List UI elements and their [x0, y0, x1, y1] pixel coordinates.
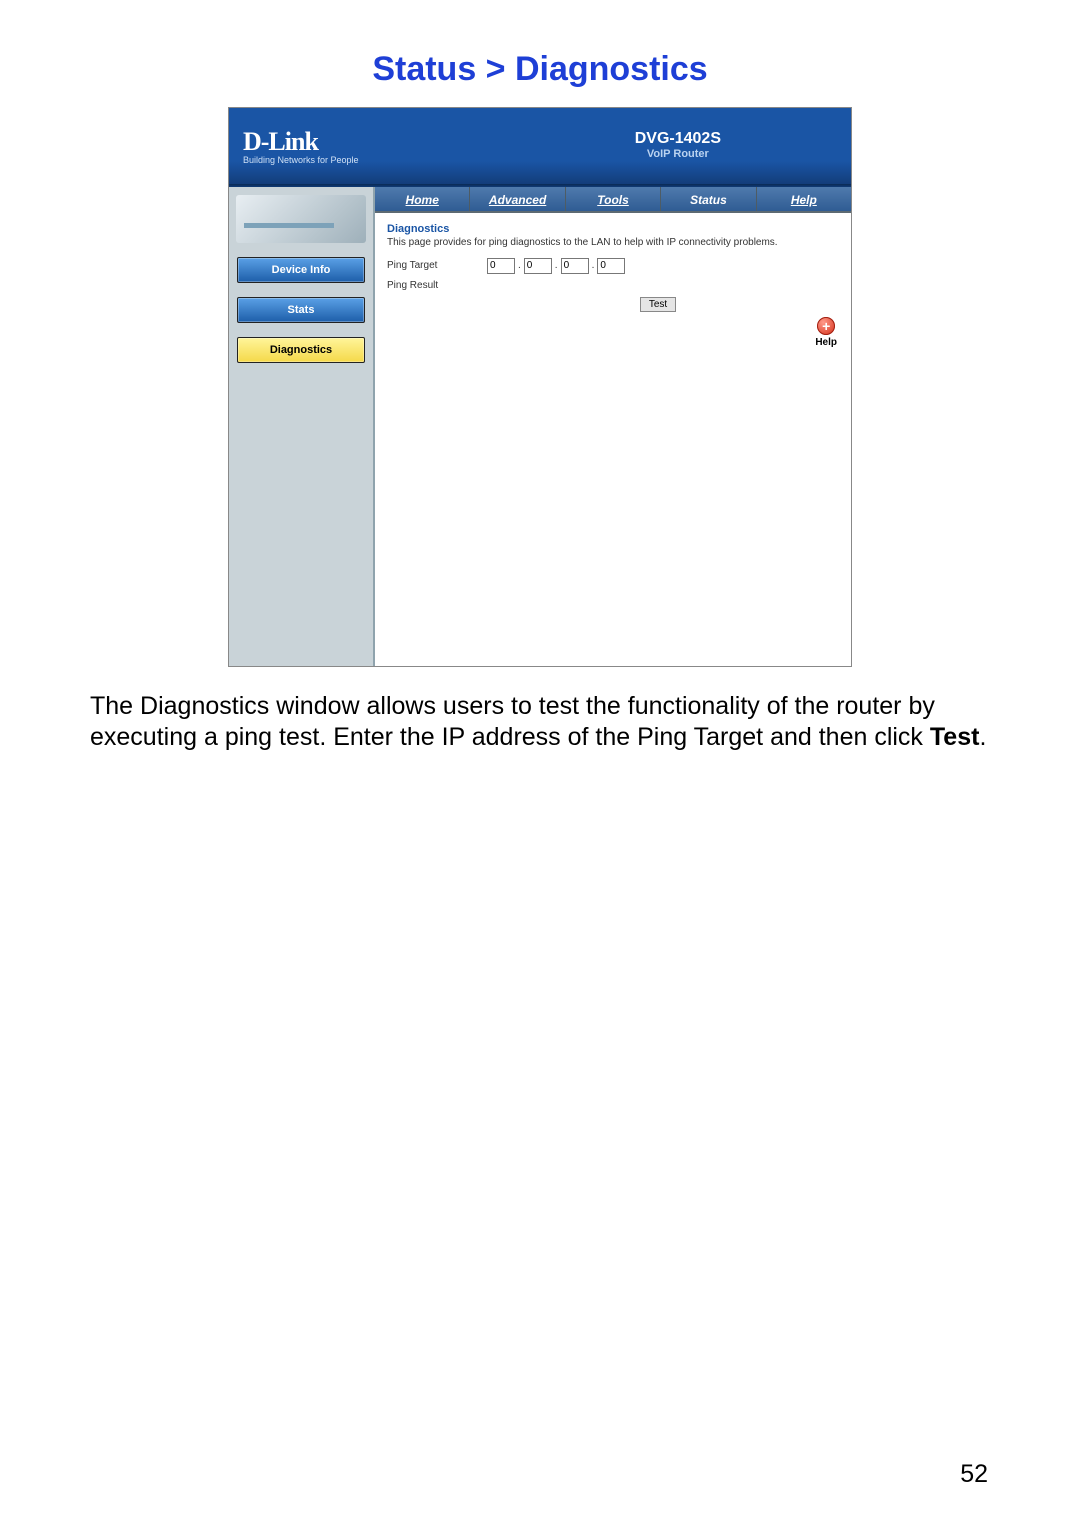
logo-text: D-Link	[243, 127, 359, 157]
ip-octet-4[interactable]	[597, 258, 625, 274]
sidebar: Device Info Stats Diagnostics	[229, 187, 375, 666]
router-admin-screenshot: D-Link Building Networks for People DVG-…	[228, 107, 852, 667]
device-image	[236, 195, 366, 243]
page-title: Status > Diagnostics	[90, 50, 990, 89]
content-panel: Home Advanced Tools Status Help Diagnost…	[375, 187, 851, 666]
body-text-suffix: .	[979, 723, 986, 751]
ping-target-row: Ping Target . . .	[387, 258, 839, 274]
model-subtitle: VoIP Router	[635, 148, 721, 160]
model-name: DVG-1402S	[635, 130, 721, 148]
help-icon: +	[817, 317, 835, 335]
help-block[interactable]: + Help	[815, 317, 837, 348]
logo-block: D-Link Building Networks for People	[229, 127, 359, 165]
section-description: This page provides for ping diagnostics …	[387, 237, 839, 250]
body-text-bold: Test	[930, 723, 980, 751]
test-button[interactable]: Test	[640, 297, 676, 312]
sidebar-item-device-info[interactable]: Device Info	[237, 257, 365, 283]
ping-target-label: Ping Target	[387, 260, 487, 271]
page-number: 52	[960, 1460, 988, 1489]
ip-input-group: . . .	[487, 258, 625, 274]
tab-advanced[interactable]: Advanced	[470, 187, 565, 211]
tab-help[interactable]: Help	[757, 187, 851, 211]
tab-bar: Home Advanced Tools Status Help	[375, 187, 851, 213]
help-label: Help	[815, 337, 837, 348]
section-title: Diagnostics	[387, 223, 839, 235]
sidebar-item-stats[interactable]: Stats	[237, 297, 365, 323]
ping-result-label: Ping Result	[387, 280, 487, 291]
ip-octet-1[interactable]	[487, 258, 515, 274]
ip-octet-2[interactable]	[524, 258, 552, 274]
ip-dot: .	[518, 260, 521, 271]
ip-octet-3[interactable]	[561, 258, 589, 274]
tab-tools[interactable]: Tools	[566, 187, 661, 211]
logo-tagline: Building Networks for People	[243, 155, 359, 165]
sidebar-item-diagnostics[interactable]: Diagnostics	[237, 337, 365, 363]
model-block: DVG-1402S VoIP Router	[635, 130, 721, 160]
tab-status[interactable]: Status	[661, 187, 756, 211]
body-text-prefix: The Diagnostics window allows users to t…	[90, 692, 935, 751]
tab-home[interactable]: Home	[375, 187, 470, 211]
body-paragraph: The Diagnostics window allows users to t…	[90, 691, 990, 752]
header-banner: D-Link Building Networks for People DVG-…	[229, 108, 851, 184]
ip-dot: .	[592, 260, 595, 271]
ip-dot: .	[555, 260, 558, 271]
ping-result-row: Ping Result	[387, 280, 839, 291]
